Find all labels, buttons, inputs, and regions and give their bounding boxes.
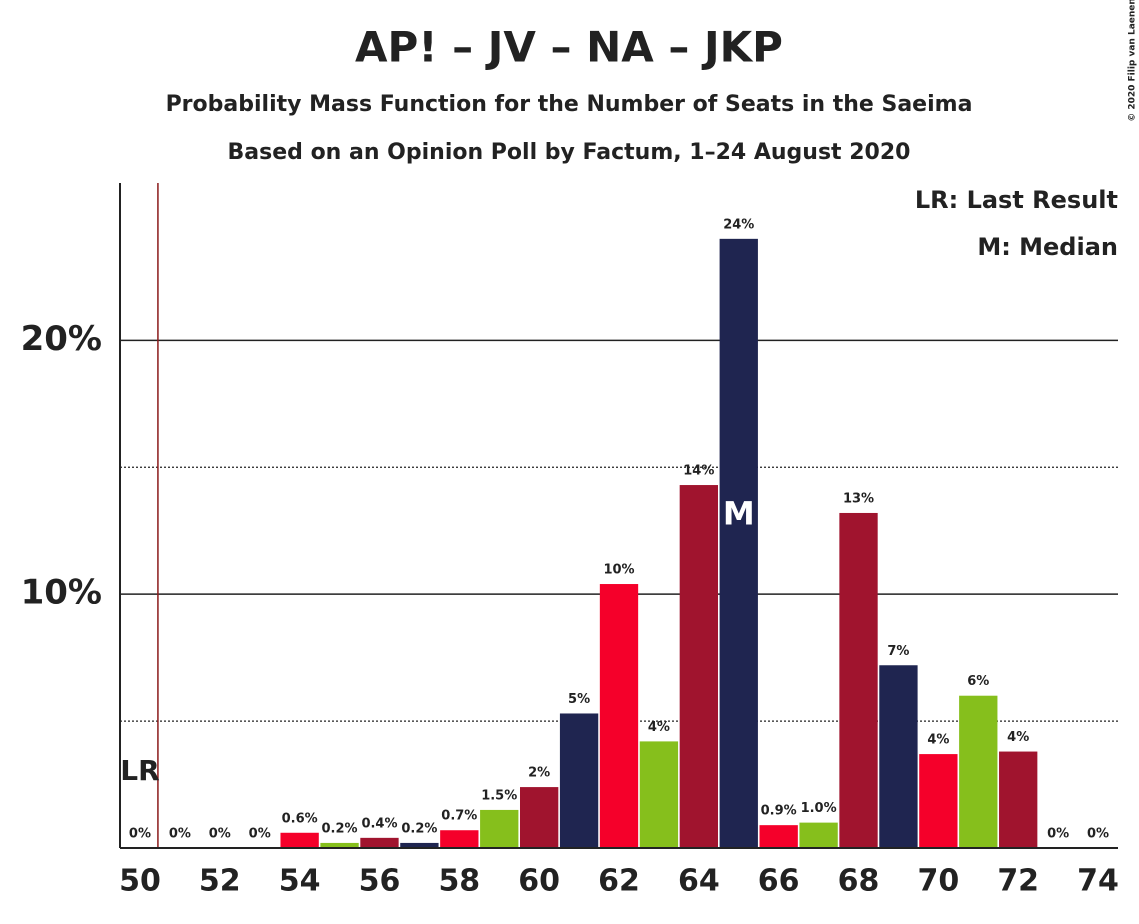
value-label: 0.9% (761, 804, 797, 819)
y-tick-label: 20% (21, 319, 102, 359)
x-tick-label: 64 (678, 864, 720, 899)
bar (639, 741, 679, 848)
bar (360, 837, 399, 848)
value-label: 6% (967, 674, 989, 689)
chart-subtitle: Based on an Opinion Poll by Factum, 1–24… (228, 140, 911, 165)
value-label: 4% (1007, 730, 1029, 745)
bar (759, 825, 798, 848)
value-label: 0.2% (401, 821, 437, 836)
x-tick-label: 50 (119, 864, 161, 899)
value-label: 0.6% (282, 811, 318, 826)
x-tick-label: 52 (199, 864, 241, 899)
value-label: 0.4% (361, 816, 397, 831)
chart-subtitle: Probability Mass Function for the Number… (166, 92, 973, 117)
x-tick-label: 60 (518, 864, 560, 899)
value-label: 13% (843, 491, 874, 506)
y-tick-label: 10% (21, 573, 102, 613)
x-tick-label: 56 (359, 864, 401, 899)
value-label: 0% (1047, 827, 1069, 842)
value-label: 5% (568, 692, 590, 707)
copyright: © 2020 Filip van Laenen (1128, 0, 1138, 122)
bar (959, 695, 998, 848)
value-label: 14% (683, 464, 714, 479)
x-tick-label: 58 (438, 864, 480, 899)
median-marker: M (723, 494, 755, 532)
legend-entry: LR: Last Result (915, 186, 1118, 214)
bar (999, 751, 1038, 848)
x-tick-label: 68 (838, 864, 880, 899)
bar (519, 787, 559, 848)
bar (719, 238, 758, 848)
value-label: 0% (249, 827, 271, 842)
value-label: 0.2% (322, 821, 358, 836)
x-tick-label: 74 (1077, 864, 1119, 899)
value-label: 0.7% (441, 809, 477, 824)
bar (879, 665, 918, 848)
last-result-label: LR (120, 754, 159, 787)
value-label: 10% (603, 563, 634, 578)
bar (559, 713, 599, 848)
bar (280, 832, 319, 848)
bar (839, 512, 878, 848)
bar (320, 842, 359, 848)
bar (440, 830, 479, 848)
x-tick-label: 62 (598, 864, 640, 899)
x-tick-label: 70 (917, 864, 959, 899)
chart-title: AP! – JV – NA – JKP (355, 23, 783, 72)
bar (799, 822, 838, 848)
value-label: 0% (129, 827, 151, 842)
bar (679, 485, 719, 848)
bar (400, 842, 439, 848)
value-label: 0% (169, 827, 191, 842)
bar (919, 754, 958, 848)
value-label: 4% (927, 733, 949, 748)
legend-entry: M: Median (977, 233, 1118, 261)
x-tick-label: 54 (279, 864, 321, 899)
bar (599, 584, 639, 848)
bar (480, 809, 519, 848)
value-label: 7% (887, 644, 909, 659)
value-label: 0% (209, 827, 231, 842)
value-label: 1.5% (481, 788, 517, 803)
value-label: 24% (723, 217, 754, 232)
value-label: 4% (648, 720, 670, 735)
value-label: 2% (528, 766, 550, 781)
value-label: 0% (1087, 827, 1109, 842)
x-tick-label: 72 (997, 864, 1039, 899)
value-label: 1.0% (801, 801, 837, 816)
x-tick-label: 66 (758, 864, 800, 899)
